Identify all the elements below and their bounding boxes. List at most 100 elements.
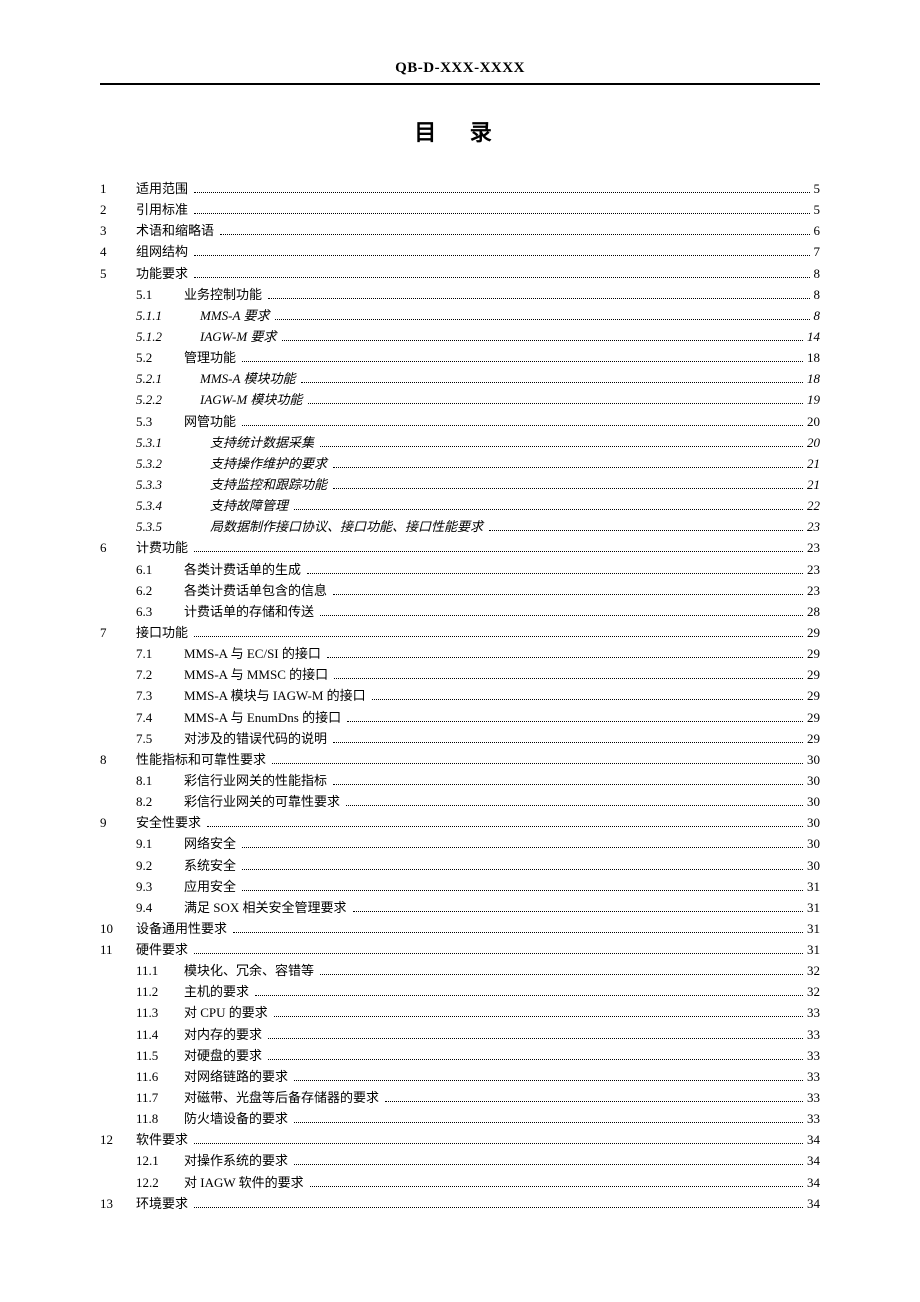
toc-entry-number: 11.6 — [136, 1067, 184, 1087]
toc-entry-page: 23 — [805, 538, 820, 558]
toc-entry: 6.2各类计费话单包含的信息23 — [100, 581, 820, 601]
toc-entry-page: 8 — [812, 264, 821, 284]
toc-entry: 2引用标准5 — [100, 200, 820, 220]
toc-entry: 8.2彩信行业网关的可靠性要求30 — [100, 792, 820, 812]
toc-entry-label: 对 CPU 的要求 — [184, 1003, 272, 1023]
toc-entry-page: 33 — [805, 1088, 820, 1108]
toc-entry-page: 18 — [805, 348, 820, 368]
toc-entry-number: 6.1 — [136, 560, 184, 580]
toc-leader-dots — [294, 1070, 803, 1081]
toc-entry: 7.4MMS-A 与 EnumDns 的接口29 — [100, 708, 820, 728]
toc-entry-page: 29 — [805, 686, 820, 706]
toc-entry-page: 18 — [805, 369, 820, 389]
toc-leader-dots — [489, 520, 803, 531]
toc-entry-label: 支持监控和跟踪功能 — [210, 475, 331, 495]
toc-entry: 5.2管理功能18 — [100, 348, 820, 368]
toc-entry: 11.3对 CPU 的要求33 — [100, 1003, 820, 1023]
toc-leader-dots — [194, 626, 803, 637]
toc-entry-label: 主机的要求 — [184, 982, 253, 1002]
toc-leader-dots — [207, 816, 803, 827]
toc-leader-dots — [333, 457, 803, 468]
toc-entry-label: 引用标准 — [136, 200, 192, 220]
toc-entry-label: 业务控制功能 — [184, 285, 266, 305]
toc-entry-number: 5.3.2 — [136, 454, 210, 474]
toc-entry: 11.2主机的要求32 — [100, 982, 820, 1002]
toc-leader-dots — [220, 224, 809, 235]
toc-leader-dots — [282, 330, 803, 341]
toc-entry-number: 11.8 — [136, 1109, 184, 1129]
toc-entry-number: 7.3 — [136, 686, 184, 706]
toc-leader-dots — [320, 964, 803, 975]
toc-entry: 11.7对磁带、光盘等后备存储器的要求33 — [100, 1088, 820, 1108]
toc-entry: 5.2.2IAGW-M 模块功能19 — [100, 390, 820, 410]
toc-entry-page: 20 — [805, 433, 820, 453]
toc-entry-label: 性能指标和可靠性要求 — [136, 750, 270, 770]
toc-entry-label: 对硬盘的要求 — [184, 1046, 266, 1066]
toc-entry-label: 对涉及的错误代码的说明 — [184, 729, 331, 749]
toc-entry: 9.1网络安全30 — [100, 834, 820, 854]
toc-entry: 11.5对硬盘的要求33 — [100, 1046, 820, 1066]
toc-entry: 11.6对网络链路的要求33 — [100, 1067, 820, 1087]
toc-entry-number: 9.2 — [136, 856, 184, 876]
toc-entry: 9安全性要求30 — [100, 813, 820, 833]
toc-entry-label: 功能要求 — [136, 264, 192, 284]
toc-entry-page: 30 — [805, 792, 820, 812]
toc-leader-dots — [242, 351, 803, 362]
toc-entry-label: 各类计费话单包含的信息 — [184, 581, 331, 601]
toc-entry-number: 5.1 — [136, 285, 184, 305]
toc-entry-number: 5.3.5 — [136, 517, 210, 537]
toc-entry-number: 12.1 — [136, 1151, 184, 1171]
toc-leader-dots — [268, 1028, 803, 1039]
toc-entry-number: 2 — [100, 200, 136, 220]
toc-entry: 8性能指标和可靠性要求30 — [100, 750, 820, 770]
toc-entry-label: MMS-A 要求 — [200, 306, 273, 326]
toc-entry-number: 5 — [100, 264, 136, 284]
toc-entry-label: 组网结构 — [136, 242, 192, 262]
toc-leader-dots — [320, 436, 803, 447]
toc-entry: 10设备通用性要求31 — [100, 919, 820, 939]
toc-leader-dots — [194, 1197, 803, 1208]
toc-entry-page: 22 — [805, 496, 820, 516]
toc-leader-dots — [272, 753, 803, 764]
toc-entry-label: 对操作系统的要求 — [184, 1151, 292, 1171]
toc-entry-number: 6 — [100, 538, 136, 558]
toc-entry-label: 对 IAGW 软件的要求 — [184, 1173, 308, 1193]
toc-entry-label: 术语和缩略语 — [136, 221, 218, 241]
toc-entry-label: 彩信行业网关的可靠性要求 — [184, 792, 344, 812]
toc-entry: 5.3.1支持统计数据采集20 — [100, 433, 820, 453]
toc-leader-dots — [372, 689, 803, 700]
toc-entry: 4组网结构7 — [100, 242, 820, 262]
document-header: QB-D-XXX-XXXX — [100, 60, 820, 85]
toc-entry-page: 33 — [805, 1025, 820, 1045]
toc-entry: 12软件要求34 — [100, 1130, 820, 1150]
toc-entry: 13环境要求34 — [100, 1194, 820, 1214]
toc-entry-label: 局数据制作接口协议、接口功能、接口性能要求 — [210, 517, 487, 537]
toc-entry-page: 30 — [805, 813, 820, 833]
toc-entry-page: 29 — [805, 729, 820, 749]
toc-entry-page: 29 — [805, 708, 820, 728]
toc-entry-page: 28 — [805, 602, 820, 622]
toc-entry: 5.1.2IAGW-M 要求14 — [100, 327, 820, 347]
toc-leader-dots — [275, 309, 809, 320]
toc-leader-dots — [333, 732, 803, 743]
toc-leader-dots — [194, 182, 809, 193]
toc-entry: 5功能要求 8 — [100, 264, 820, 284]
toc-entry-page: 33 — [805, 1046, 820, 1066]
toc-entry-page: 5 — [812, 179, 821, 199]
toc-entry-page: 34 — [805, 1130, 820, 1150]
toc-entry-label: IAGW-M 模块功能 — [200, 390, 306, 410]
toc-entry-page: 29 — [805, 644, 820, 664]
toc-entry-page: 34 — [805, 1173, 820, 1193]
toc-leader-dots — [194, 541, 803, 552]
toc-entry-number: 13 — [100, 1194, 136, 1214]
toc-entry: 5.2.1MMS-A 模块功能18 — [100, 369, 820, 389]
toc-entry: 5.1业务控制功能8 — [100, 285, 820, 305]
toc-leader-dots — [233, 922, 803, 933]
toc-entry-page: 23 — [805, 517, 820, 537]
toc-entry-page: 23 — [805, 560, 820, 580]
toc-entry: 7.2MMS-A 与 MMSC 的接口29 — [100, 665, 820, 685]
toc-entry-label: 模块化、冗余、容错等 — [184, 961, 318, 981]
toc-leader-dots — [310, 1176, 803, 1187]
toc-entry: 9.2系统安全30 — [100, 856, 820, 876]
toc-title: 目 录 — [100, 115, 820, 147]
